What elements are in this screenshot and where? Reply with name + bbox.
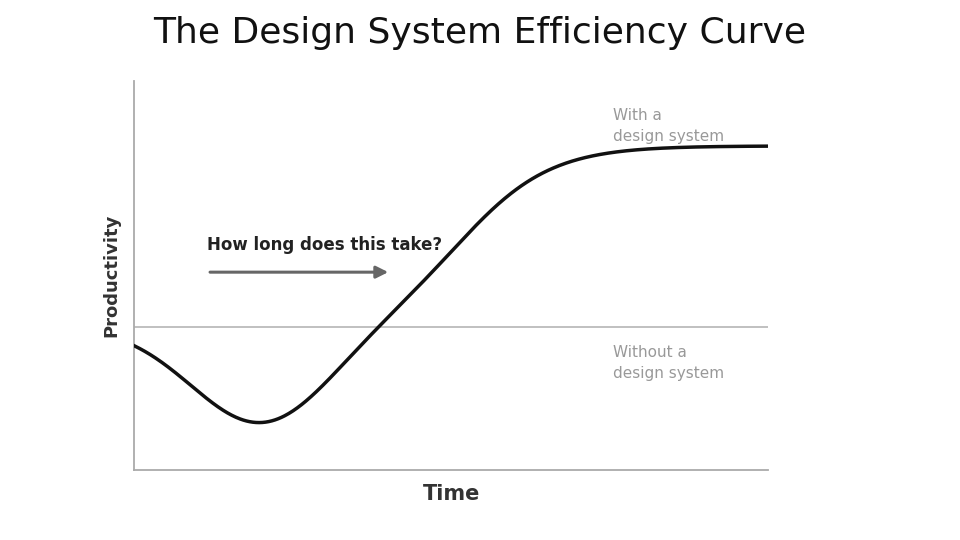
Text: How long does this take?: How long does this take?: [207, 236, 443, 254]
Text: The Design System Efficiency Curve: The Design System Efficiency Curve: [154, 16, 806, 50]
X-axis label: Time: Time: [422, 484, 480, 504]
Y-axis label: Productivity: Productivity: [103, 214, 121, 337]
Text: With a
design system: With a design system: [612, 109, 724, 144]
Text: Without a
design system: Without a design system: [612, 345, 724, 381]
